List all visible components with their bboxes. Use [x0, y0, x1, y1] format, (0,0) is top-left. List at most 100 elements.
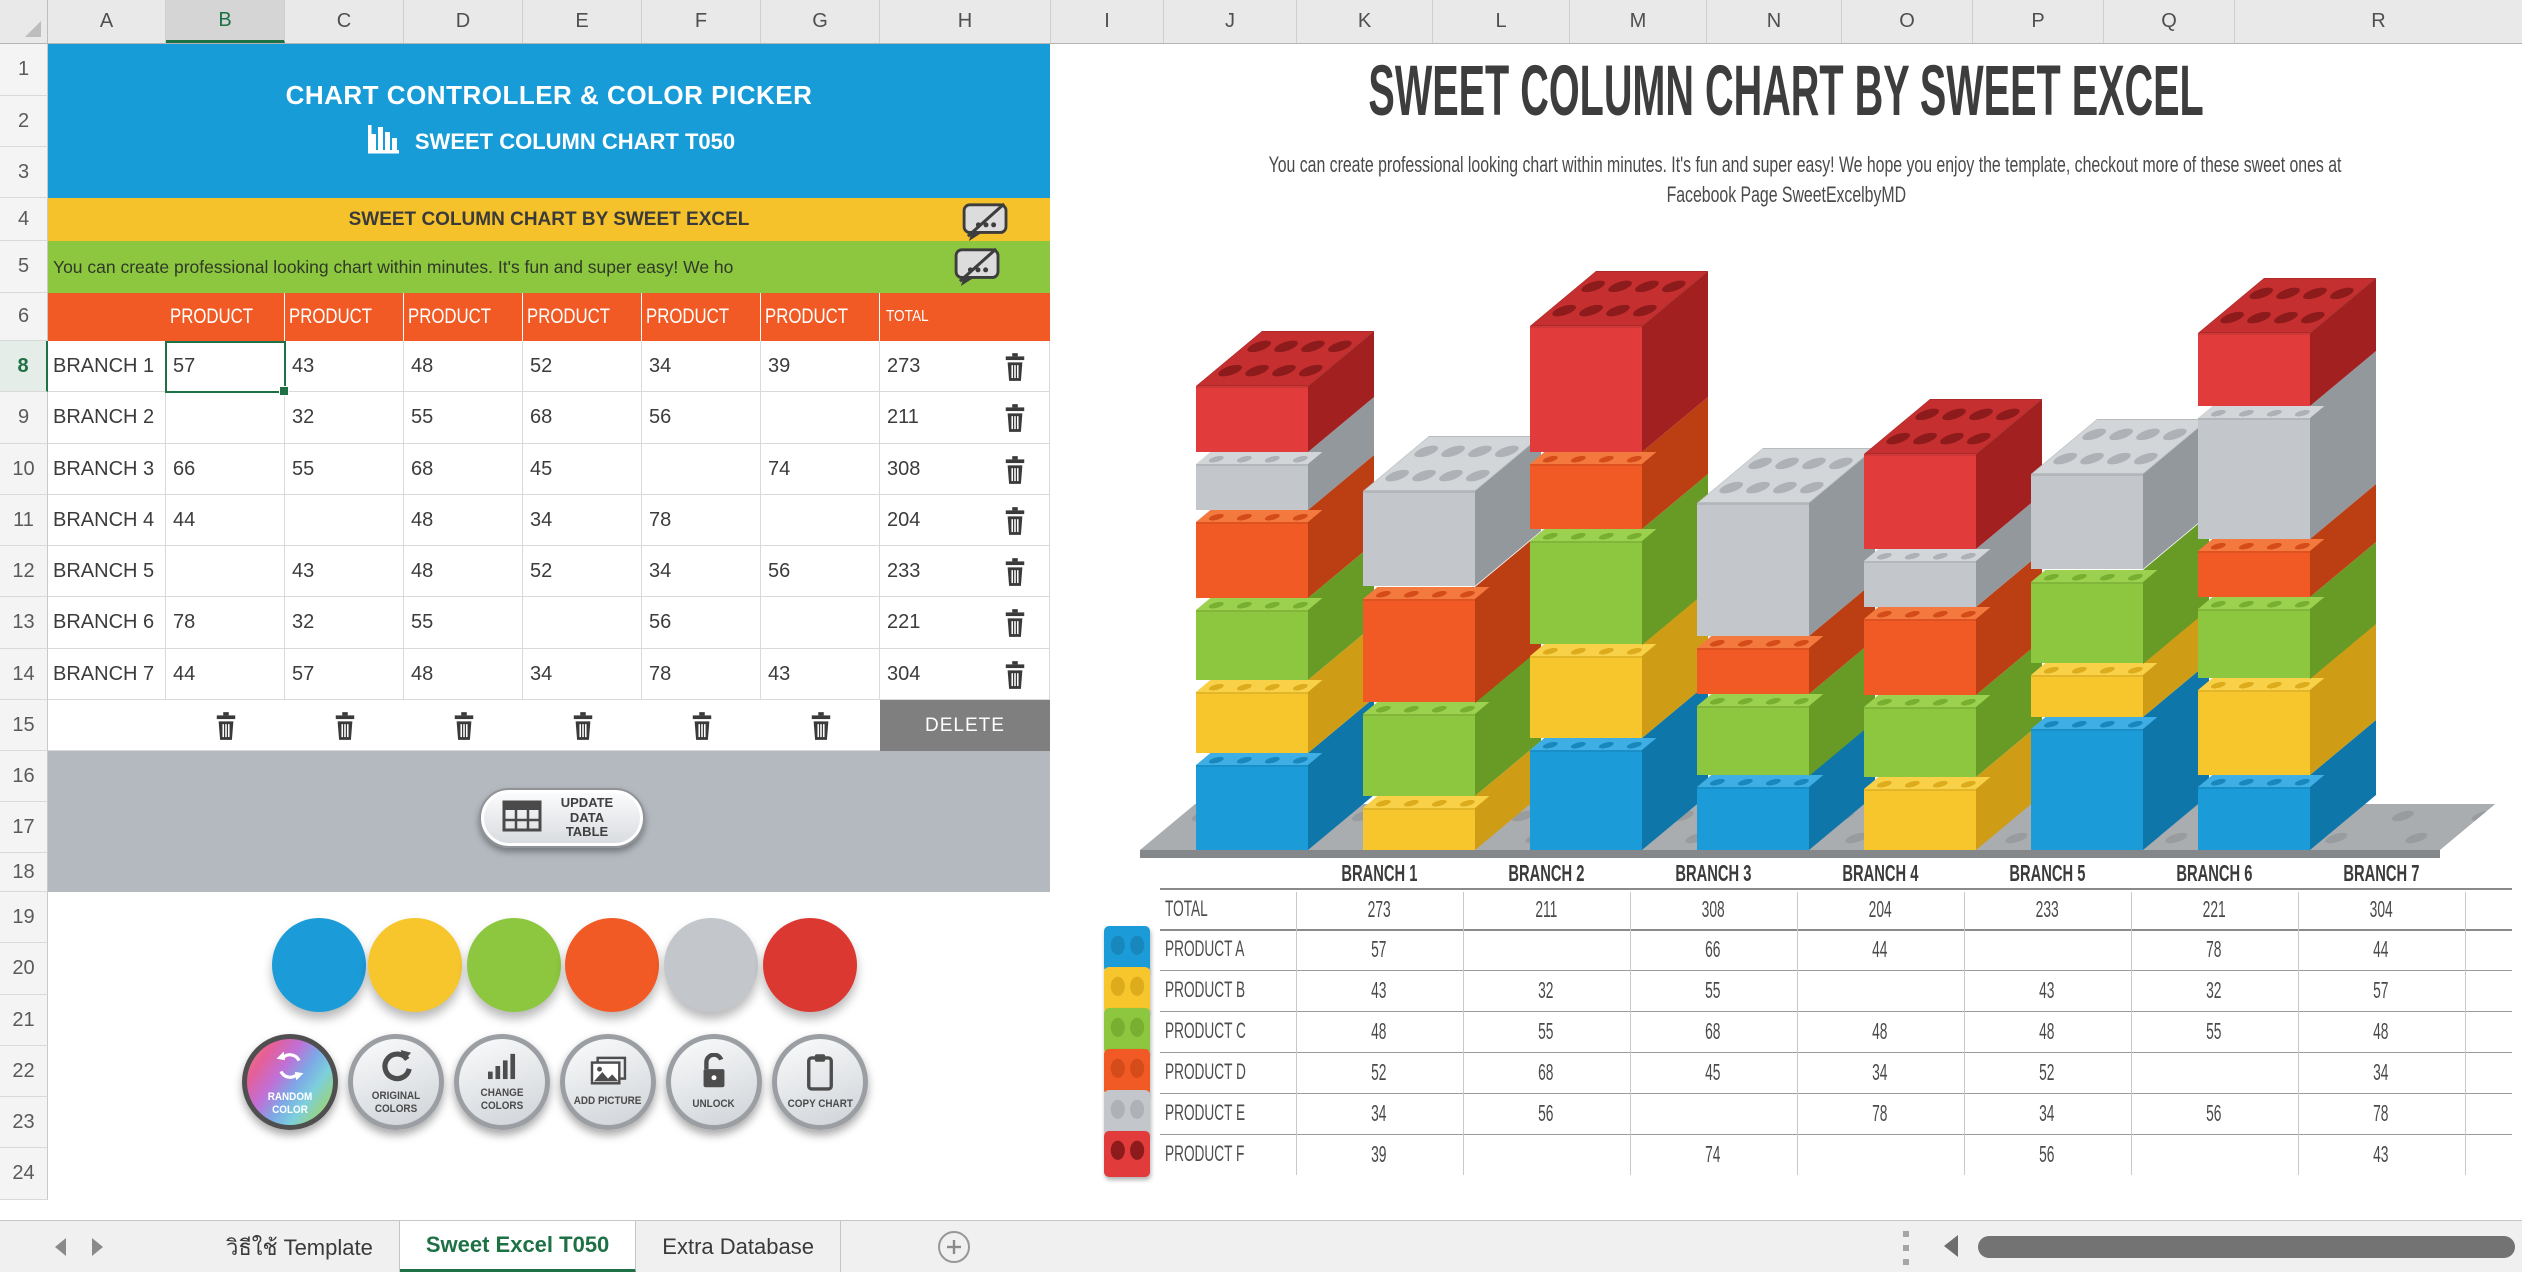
row-header-21[interactable]: 21	[0, 995, 48, 1046]
product-column-header[interactable]: PRODUCT	[404, 293, 523, 341]
row-header-14[interactable]: 14	[0, 649, 48, 700]
column-header-O[interactable]: O	[1842, 0, 1973, 43]
value-cell[interactable]: 43	[761, 649, 880, 700]
value-cell[interactable]: 43	[285, 341, 404, 392]
random-color-button[interactable]: RANDOM COLOR	[242, 1034, 338, 1130]
copy-chart-button[interactable]: COPY CHART	[772, 1034, 868, 1130]
branch-label-cell[interactable]: BRANCH 2	[48, 392, 166, 444]
value-cell[interactable]	[166, 392, 285, 444]
total-cell[interactable]: 211	[880, 392, 1050, 444]
delete-row-trash-icon[interactable]	[1003, 404, 1027, 432]
row-header-20[interactable]: 20	[0, 943, 48, 995]
total-column-header[interactable]: TOTAL	[880, 293, 1050, 341]
add-picture-button[interactable]: ADD PICTURE	[560, 1034, 656, 1130]
total-cell[interactable]: 204	[880, 495, 1050, 546]
row-header-24[interactable]: 24	[0, 1148, 48, 1200]
prev-sheet-arrow-icon[interactable]	[55, 1238, 66, 1256]
column-header-I[interactable]: I	[1051, 0, 1164, 43]
value-cell[interactable]: 78	[642, 495, 761, 546]
row-header-10[interactable]: 10	[0, 444, 48, 495]
value-cell[interactable]: 32	[285, 597, 404, 649]
value-cell[interactable]: 57	[285, 649, 404, 700]
branch-label-cell[interactable]: BRANCH 3	[48, 444, 166, 495]
column-header-P[interactable]: P	[1973, 0, 2104, 43]
delete-column-trash-icon[interactable]	[523, 700, 642, 751]
column-header-R[interactable]: R	[2235, 0, 2522, 43]
value-cell[interactable]: 55	[285, 444, 404, 495]
row-header-15[interactable]: 15	[0, 700, 48, 751]
color-swatch-yellow[interactable]	[368, 918, 462, 1012]
delete-column-trash-icon[interactable]	[404, 700, 523, 751]
next-sheet-arrow-icon[interactable]	[92, 1238, 103, 1256]
row-header-12[interactable]: 12	[0, 546, 48, 597]
column-header-F[interactable]: F	[642, 0, 761, 43]
new-sheet-button[interactable]	[938, 1231, 970, 1263]
delete-row-trash-icon[interactable]	[1003, 506, 1027, 535]
column-header-E[interactable]: E	[523, 0, 642, 43]
value-cell[interactable]: 32	[285, 392, 404, 444]
original-colors-button[interactable]: ORIGINAL COLORS	[348, 1034, 444, 1130]
no-comment-icon[interactable]	[952, 247, 1004, 292]
row-header-19[interactable]: 19	[0, 892, 48, 943]
value-cell[interactable]: 78	[642, 649, 761, 700]
delete-column-trash-icon[interactable]	[166, 700, 285, 751]
value-cell[interactable]	[761, 392, 880, 444]
row-header-16[interactable]: 16	[0, 751, 48, 802]
value-cell[interactable]: 44	[166, 649, 285, 700]
value-cell[interactable]: 68	[404, 444, 523, 495]
column-header-G[interactable]: G	[761, 0, 880, 43]
value-cell[interactable]: 34	[523, 649, 642, 700]
value-cell[interactable]: 55	[404, 392, 523, 444]
unlock-button[interactable]: UNLOCK	[666, 1034, 762, 1130]
value-cell[interactable]: 56	[761, 546, 880, 597]
value-cell[interactable]: 78	[166, 597, 285, 649]
column-header-A[interactable]: A	[48, 0, 166, 43]
row-header-3[interactable]: 3	[0, 147, 48, 198]
column-header-J[interactable]: J	[1164, 0, 1297, 43]
value-cell[interactable]: 56	[642, 597, 761, 649]
value-cell[interactable]: 43	[285, 546, 404, 597]
row-header-9[interactable]: 9	[0, 392, 48, 444]
column-header-D[interactable]: D	[404, 0, 523, 43]
branch-label-cell[interactable]: BRANCH 6	[48, 597, 166, 649]
total-cell[interactable]: 221	[880, 597, 1050, 649]
color-swatch-red[interactable]	[763, 918, 857, 1012]
value-cell[interactable]	[523, 597, 642, 649]
color-swatch-blue[interactable]	[272, 918, 366, 1012]
delete-row-trash-icon[interactable]	[1003, 660, 1027, 689]
value-cell[interactable]	[761, 597, 880, 649]
value-cell[interactable]	[166, 546, 285, 597]
total-cell[interactable]: 308	[880, 444, 1050, 495]
select-all-corner[interactable]	[0, 0, 48, 43]
value-cell[interactable]: 48	[404, 341, 523, 392]
sheet-tab-2[interactable]: Sweet Excel T050	[399, 1221, 637, 1272]
row-header-13[interactable]: 13	[0, 597, 48, 649]
value-cell[interactable]: 39	[761, 341, 880, 392]
branch-label-cell[interactable]: BRANCH 5	[48, 546, 166, 597]
row-header-6[interactable]: 6	[0, 293, 48, 341]
value-cell[interactable]	[285, 495, 404, 546]
row-header-22[interactable]: 22	[0, 1046, 48, 1097]
value-cell[interactable]: 34	[642, 546, 761, 597]
color-swatch-orange[interactable]	[565, 918, 659, 1012]
delete-row-trash-icon[interactable]	[1003, 609, 1027, 637]
row-header-5[interactable]: 5	[0, 241, 48, 293]
column-header-M[interactable]: M	[1570, 0, 1707, 43]
branch-label-cell[interactable]: BRANCH 7	[48, 649, 166, 700]
horizontal-scrollbar-thumb[interactable]	[1978, 1236, 2515, 1258]
sheet-tab-1[interactable]: วิธีใช้ Template	[200, 1221, 400, 1272]
tab-scrollbar-splitter[interactable]	[1903, 1231, 1909, 1265]
value-cell[interactable]: 45	[523, 444, 642, 495]
update-data-table-button[interactable]: UPDATE DATA TABLE	[479, 788, 645, 848]
column-header-Q[interactable]: Q	[2104, 0, 2235, 43]
no-comment-icon[interactable]	[960, 202, 1012, 241]
column-header-C[interactable]: C	[285, 0, 404, 43]
product-column-header[interactable]: PRODUCT	[285, 293, 404, 341]
column-header-N[interactable]: N	[1707, 0, 1842, 43]
row-header-2[interactable]: 2	[0, 96, 48, 147]
change-colors-button[interactable]: CHANGE COLORS	[454, 1034, 550, 1130]
column-header-H[interactable]: H	[880, 0, 1051, 43]
total-cell[interactable]: 304	[880, 649, 1050, 700]
branch-label-cell[interactable]: BRANCH 1	[48, 341, 166, 392]
color-swatch-green[interactable]	[467, 918, 561, 1012]
